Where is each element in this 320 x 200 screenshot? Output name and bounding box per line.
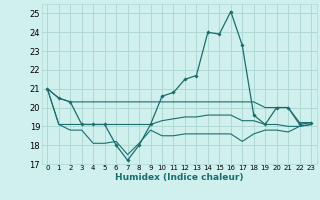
X-axis label: Humidex (Indice chaleur): Humidex (Indice chaleur)	[115, 173, 244, 182]
